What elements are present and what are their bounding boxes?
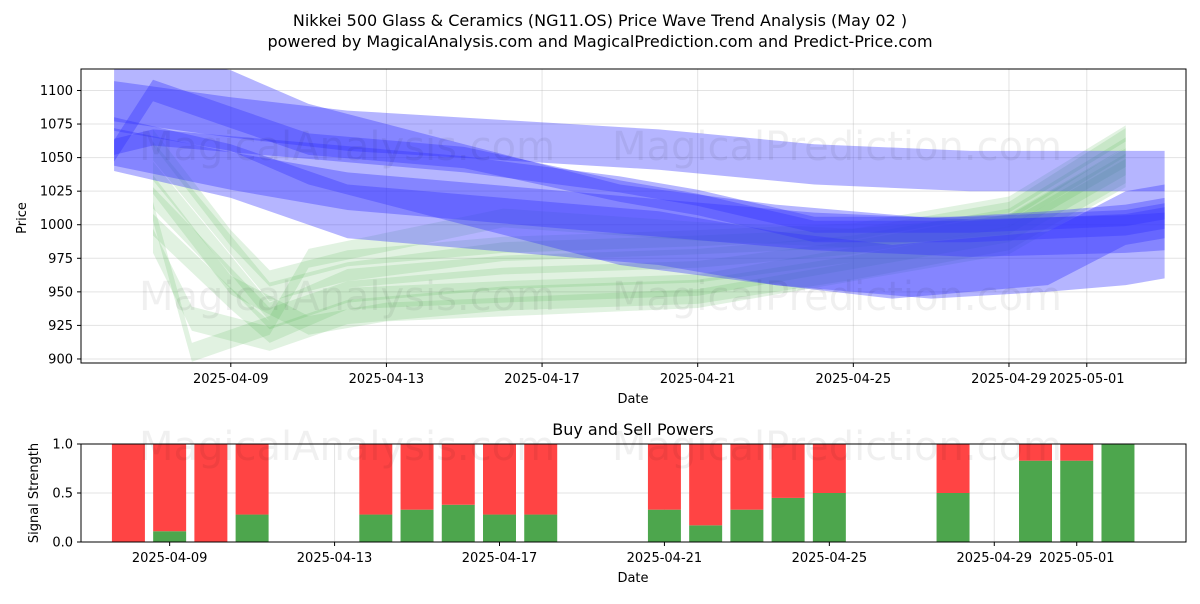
sell-bar (524, 444, 558, 515)
buy-bar (771, 497, 805, 542)
signal-x-tick-label: 2025-04-09 (132, 551, 208, 566)
buy-bar (1101, 444, 1135, 542)
price-x-tick-label: 2025-04-13 (349, 372, 425, 387)
green-wave-band (153, 168, 1126, 335)
sell-bar (812, 444, 846, 493)
sell-bar (111, 444, 145, 542)
buy-bar (812, 493, 846, 542)
signal-y-tick-label: 0.0 (52, 536, 73, 551)
buy-bar (689, 525, 723, 542)
sell-bar (235, 444, 269, 515)
blue-wave-band (114, 129, 1165, 233)
signal-y-tick-label: 1.0 (52, 438, 73, 453)
price-y-tick-label: 1000 (40, 218, 73, 233)
sell-bar (400, 444, 434, 510)
blue-wave-band (114, 81, 1165, 192)
signal-y-ticks: 0.0 0.5 1.0 (52, 438, 81, 551)
sell-bar (936, 444, 970, 493)
buy-bar (936, 493, 970, 542)
price-y-ticks: 900 925 950 975 1000 1025 1050 1075 1100 (40, 84, 81, 367)
price-x-tick-label: 2025-04-17 (504, 372, 580, 387)
price-y-tick-label: 1050 (40, 151, 73, 166)
signal-panel: Buy and Sell Powers MagicalAnalysis.com … (27, 420, 1187, 586)
buy-bar (483, 514, 516, 542)
green-wave-band (153, 153, 1126, 343)
price-y-tick-label: 1100 (40, 84, 73, 99)
sell-bar (194, 444, 228, 542)
green-wave-band (153, 128, 1126, 302)
signal-panel-title: Buy and Sell Powers (552, 420, 714, 439)
signal-bars (111, 444, 1135, 542)
price-x-tick-label: 2025-04-25 (816, 372, 892, 387)
sell-bar (153, 444, 187, 532)
signal-x-tick-label: 2025-04-21 (627, 551, 703, 566)
signal-y-tick-label: 0.5 (52, 487, 73, 502)
buy-bar (1019, 460, 1052, 542)
signal-x-tick-label: 2025-05-01 (1039, 551, 1115, 566)
sell-bar (483, 444, 516, 515)
price-x-tick-label: 2025-04-29 (971, 372, 1047, 387)
watermark-3: MagicalAnalysis.com (139, 274, 555, 320)
green-wave-band (153, 125, 1126, 287)
price-y-tick-label: 925 (48, 319, 73, 334)
sell-bar (441, 444, 475, 505)
watermark-4: MagicalPrediction.com (612, 274, 1062, 320)
price-y-tick-label: 1025 (40, 185, 73, 200)
price-axes-frame (80, 68, 1187, 364)
sell-bar (730, 444, 764, 510)
price-x-tick-label: 2025-04-21 (660, 372, 736, 387)
price-y-tick-label: 1075 (40, 118, 73, 133)
price-x-tick-label: 2025-05-01 (1049, 372, 1125, 387)
price-y-axis-label: Price (15, 202, 30, 234)
green-wave-band (153, 146, 1126, 330)
buy-bar (730, 509, 764, 542)
sell-bar (1019, 444, 1052, 461)
figure-title-line1: Nikkei 500 Glass & Ceramics (NG11.OS) Pr… (293, 11, 907, 30)
buy-bar (524, 514, 558, 542)
blue-wave-band (114, 128, 1165, 257)
watermark-5: MagicalAnalysis.com (139, 424, 555, 470)
price-x-axis-label: Date (617, 392, 648, 407)
signal-x-tick-label: 2025-04-25 (792, 551, 868, 566)
sell-bar (771, 444, 805, 498)
blue-wave-band (114, 117, 1165, 299)
green-wave-band (153, 137, 1126, 322)
sell-bar (1060, 444, 1094, 461)
buy-bar (1060, 460, 1094, 542)
price-x-tick-label: 2025-04-09 (193, 372, 269, 387)
watermark-6: MagicalPrediction.com (612, 424, 1062, 470)
price-y-tick-label: 950 (48, 285, 73, 300)
price-x-ticks: 2025-04-09 2025-04-13 2025-04-17 2025-04-21… (193, 363, 1125, 387)
sell-bar (359, 444, 393, 515)
signal-x-axis-label: Date (617, 571, 648, 586)
sell-bar (689, 444, 723, 526)
price-panel: MagicalAnalysis.com MagicalPrediction.co… (15, 68, 1187, 407)
wave-bands (114, 69, 1165, 362)
blue-wave-band (114, 79, 1165, 243)
price-y-tick-label: 975 (48, 252, 73, 267)
buy-bar (647, 509, 681, 542)
green-wave-band (153, 148, 1126, 362)
signal-x-tick-label: 2025-04-29 (956, 551, 1032, 566)
watermark-2: MagicalPrediction.com (612, 124, 1062, 170)
watermark-1: MagicalAnalysis.com (139, 124, 555, 170)
price-y-tick-label: 900 (48, 352, 73, 367)
signal-x-ticks: 2025-04-09 2025-04-13 2025-04-17 2025-04-21… (132, 542, 1115, 566)
green-wave-band (153, 158, 1126, 351)
blue-wave-band (114, 69, 1165, 299)
figure-title-line2: powered by MagicalAnalysis.com and Magic… (267, 32, 932, 51)
buy-bar (235, 514, 269, 542)
buy-bar (153, 531, 187, 542)
signal-y-axis-label: Signal Strength (27, 443, 42, 543)
price-grid (81, 69, 1186, 363)
sell-bar (647, 444, 681, 510)
signal-x-tick-label: 2025-04-17 (462, 551, 538, 566)
buy-bar (441, 504, 475, 542)
buy-bar (359, 514, 393, 542)
signal-x-tick-label: 2025-04-13 (297, 551, 373, 566)
buy-bar (400, 509, 434, 542)
